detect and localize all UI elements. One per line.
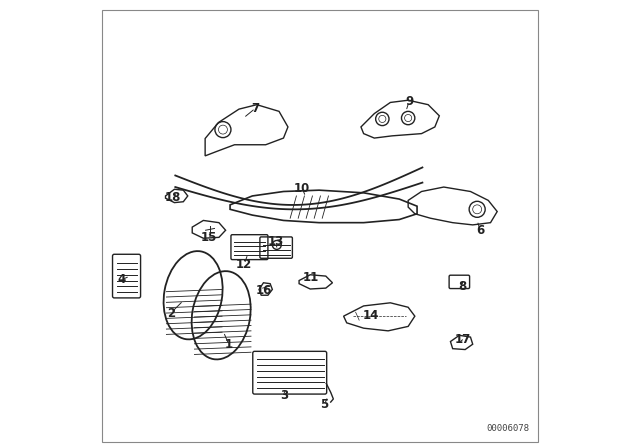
Text: 4: 4 — [118, 273, 126, 286]
Text: 5: 5 — [321, 398, 328, 411]
Text: 3: 3 — [280, 389, 289, 402]
Text: 13: 13 — [268, 235, 284, 248]
Text: 10: 10 — [294, 182, 310, 195]
Text: 14: 14 — [363, 309, 380, 322]
Text: 00006078: 00006078 — [486, 424, 529, 433]
Text: 7: 7 — [252, 102, 259, 115]
Text: 9: 9 — [405, 95, 413, 108]
Text: 6: 6 — [476, 224, 484, 237]
Text: 16: 16 — [256, 284, 273, 297]
Text: 2: 2 — [167, 306, 175, 319]
Text: 12: 12 — [236, 258, 252, 271]
Text: 1: 1 — [225, 338, 233, 351]
Text: 11: 11 — [303, 271, 319, 284]
Text: 18: 18 — [165, 191, 181, 204]
Text: 8: 8 — [458, 280, 467, 293]
Text: 17: 17 — [454, 333, 470, 346]
Text: 15: 15 — [200, 231, 217, 244]
